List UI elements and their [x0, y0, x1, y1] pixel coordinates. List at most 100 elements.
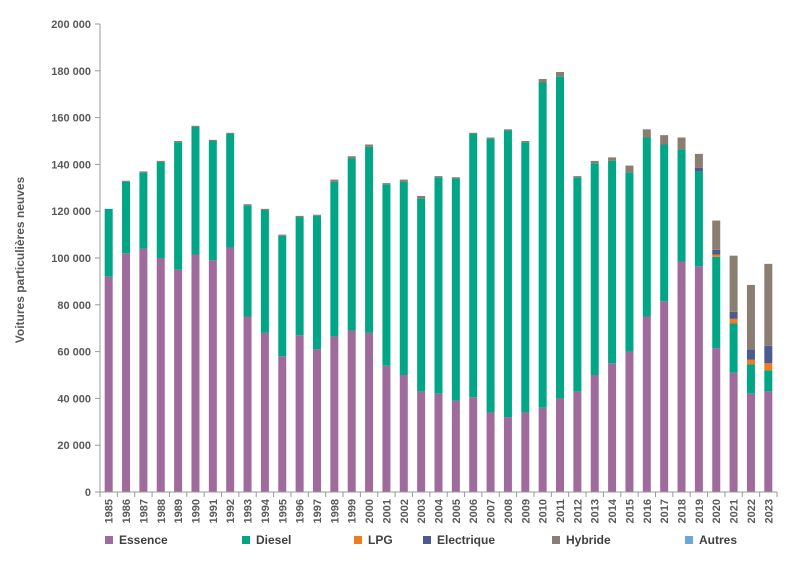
x-tick-label: 2019 — [694, 499, 706, 523]
y-tick-label: 160 000 — [51, 113, 91, 125]
bar-diesel-2001 — [382, 184, 391, 366]
bar-diesel-2019 — [694, 171, 703, 267]
bar-electrique-2019 — [694, 167, 703, 172]
bar-diesel-2015 — [625, 172, 634, 352]
bar-essence-2021 — [729, 372, 738, 492]
legend-swatch — [105, 536, 113, 544]
bar-hybride-2000 — [365, 144, 374, 147]
bar-diesel-2022 — [746, 364, 755, 394]
bar-essence-2018 — [677, 261, 686, 492]
bar-diesel-2002 — [399, 181, 408, 375]
x-tick-label: 2009 — [520, 499, 532, 523]
bar-essence-1994 — [260, 332, 269, 492]
legend-label: Hybride — [566, 533, 611, 547]
bar-essence-1998 — [330, 336, 339, 492]
bar-essence-1991 — [208, 260, 217, 492]
legend-label: Autres — [699, 533, 738, 547]
bar-essence-2001 — [382, 365, 391, 492]
legend-label: Electrique — [437, 533, 496, 547]
bar-diesel-2012 — [573, 177, 582, 392]
bar-essence-2002 — [399, 375, 408, 492]
x-tick-label: 1998 — [329, 499, 341, 523]
bar-hybride-1990 — [191, 125, 200, 127]
bar-hybride-2013 — [590, 160, 599, 164]
bar-hybride-2015 — [625, 165, 634, 173]
bar-lpg-2023 — [764, 363, 773, 371]
bar-hybride-1994 — [260, 208, 269, 211]
bar-hybride-2019 — [694, 153, 703, 168]
x-tick-label: 1995 — [277, 499, 289, 523]
bar-hybride-1992 — [226, 132, 235, 134]
bar-hybride-2012 — [573, 176, 582, 178]
x-tick-label: 1990 — [190, 499, 202, 523]
bar-hybride-2006 — [469, 132, 478, 134]
bar-essence-2022 — [746, 393, 755, 492]
x-tick-label: 2016 — [642, 499, 654, 523]
bar-diesel-1996 — [295, 217, 304, 336]
bar-diesel-1988 — [156, 162, 165, 258]
y-tick-label: 200 000 — [51, 19, 91, 31]
bar-essence-1996 — [295, 335, 304, 492]
x-tick-label: 2002 — [399, 499, 411, 523]
bar-diesel-1993 — [243, 205, 252, 317]
x-tick-label: 2013 — [590, 499, 602, 523]
bar-essence-2005 — [451, 400, 460, 492]
bar-diesel-2006 — [469, 133, 478, 398]
bar-essence-1985 — [104, 276, 113, 492]
legend-swatch — [552, 536, 560, 544]
bar-essence-2015 — [625, 351, 634, 492]
x-tick-label: 2022 — [746, 499, 758, 523]
x-tick-label: 1993 — [243, 499, 255, 523]
x-tick-label: 1986 — [121, 499, 133, 523]
x-tick-label: 2015 — [624, 499, 636, 523]
x-tick-label: 1996 — [295, 499, 307, 523]
bar-essence-1999 — [347, 330, 356, 492]
bar-hybride-2005 — [451, 177, 460, 179]
bar-essence-1988 — [156, 258, 165, 492]
bar-essence-2007 — [486, 412, 495, 492]
bar-hybride-1986 — [122, 180, 131, 182]
bar-hybride-1999 — [347, 156, 356, 159]
bar-diesel-1999 — [347, 158, 356, 331]
bar-diesel-2005 — [451, 178, 460, 401]
y-tick-label: 80 000 — [57, 300, 91, 312]
bar-diesel-2023 — [764, 370, 773, 392]
legend-item-hybride: Hybride — [552, 533, 611, 547]
bar-essence-2017 — [660, 301, 669, 492]
bar-diesel-2004 — [434, 177, 443, 394]
bar-essence-2008 — [503, 417, 512, 492]
x-tick-label: 1985 — [104, 499, 116, 523]
bar-essence-1989 — [174, 269, 183, 492]
bar-essence-1990 — [191, 254, 200, 492]
bar-hybride-2017 — [660, 135, 669, 145]
bar-diesel-1989 — [174, 142, 183, 270]
y-tick-label: 140 000 — [51, 159, 91, 171]
bar-hybride-2009 — [521, 141, 530, 143]
x-tick-label: 2023 — [763, 499, 775, 523]
bar-diesel-2020 — [712, 256, 721, 349]
legend-label: LPG — [368, 533, 393, 547]
x-tick-label: 2017 — [659, 499, 671, 523]
bar-diesel-2021 — [729, 323, 738, 373]
bar-hybride-1987 — [139, 171, 148, 173]
bar-diesel-2007 — [486, 138, 495, 413]
bars — [104, 71, 773, 492]
bar-electrique-2021 — [729, 311, 738, 319]
legend-swatch — [685, 536, 693, 544]
x-tick-label: 2011 — [555, 499, 567, 523]
y-tick-label: 100 000 — [51, 253, 91, 265]
x-tick-label: 2000 — [364, 499, 376, 523]
bar-essence-2003 — [417, 391, 426, 492]
bar-essence-1987 — [139, 248, 148, 492]
bar-diesel-2009 — [521, 142, 530, 413]
bar-electrique-2020 — [712, 249, 721, 255]
bar-diesel-1997 — [312, 215, 321, 350]
y-tick-label: 20 000 — [57, 440, 91, 452]
x-tick-label: 1992 — [225, 499, 237, 523]
bar-essence-2013 — [590, 375, 599, 492]
y-axis-label: Voitures particulières neuves — [13, 176, 27, 343]
x-tick-label: 1988 — [156, 499, 168, 523]
bar-hybride-2010 — [538, 78, 547, 83]
bar-diesel-1991 — [208, 141, 217, 261]
